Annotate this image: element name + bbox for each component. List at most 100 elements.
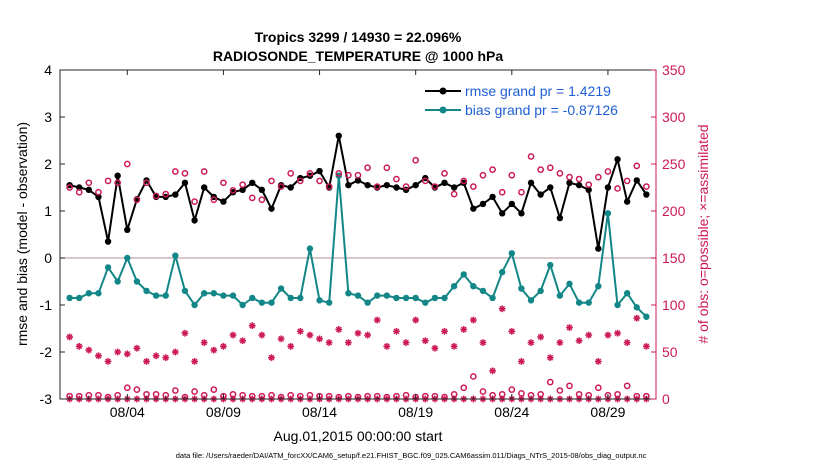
obs-assimilated-point <box>402 339 410 346</box>
y2-axis-label: # of obs: o=possible; ×=assimilated <box>695 124 711 343</box>
series-1-point <box>450 283 458 290</box>
asterisk-stroke <box>95 352 102 359</box>
series-0-point <box>575 181 583 189</box>
obs-assimilated-point <box>383 342 391 350</box>
obs-possible-point <box>412 156 420 164</box>
asterisk-stroke <box>278 335 285 342</box>
x-tick-label: 08/29 <box>590 404 625 420</box>
obs-assimilated-point <box>373 316 381 324</box>
obs-possible-point <box>393 175 400 183</box>
series-1-point <box>566 280 573 288</box>
series-1-point <box>575 299 583 306</box>
obs-assimilated-point <box>354 329 362 337</box>
obs-assimilated-point <box>518 358 525 365</box>
obs-assimilated-point <box>527 339 535 346</box>
series-1-point <box>585 299 592 306</box>
obs-possible-point <box>470 373 477 380</box>
obs-possible-point <box>104 177 112 185</box>
obs-possible-point <box>546 378 554 386</box>
y-tick-label: 0 <box>44 250 52 266</box>
y2-tick-label: 200 <box>662 203 686 219</box>
obs-possible-point <box>191 198 198 205</box>
y-tick-label: 4 <box>44 62 52 78</box>
series-1-point <box>239 301 246 309</box>
obs-assimilated-point <box>277 335 285 343</box>
obs-assimilated-point <box>104 358 112 365</box>
asterisk-stroke <box>201 339 208 346</box>
asterisk-stroke <box>355 330 361 337</box>
obs-possible-point <box>345 171 352 179</box>
obs-possible-point <box>325 183 333 190</box>
series-1-point <box>393 294 400 302</box>
series-1-point <box>614 301 621 309</box>
series-0-point <box>249 179 256 186</box>
obs-possible-point <box>460 384 468 392</box>
y-axis-label: rmse and bias (model - observation) <box>14 122 30 346</box>
asterisk-stroke <box>614 330 621 337</box>
obs-possible-point <box>335 170 343 177</box>
series-1-point <box>345 290 352 297</box>
asterisk-stroke <box>441 328 448 335</box>
series-1-point <box>152 292 160 299</box>
asterisk-stroke <box>383 343 390 350</box>
asterisk-stroke <box>76 343 83 350</box>
legend-rmse-marker <box>439 87 447 95</box>
series-1-point <box>479 287 487 295</box>
series-0-point <box>104 238 112 245</box>
asterisk-stroke <box>258 332 265 339</box>
obs-possible-point <box>268 177 275 185</box>
asterisk-stroke <box>547 354 554 361</box>
series-0-point <box>441 179 448 186</box>
obs-assimilated-point <box>412 316 420 324</box>
series-1-point <box>306 245 314 252</box>
obs-assimilated-point <box>248 322 256 330</box>
series-0-point <box>239 186 246 194</box>
y2-tick-label: 0 <box>662 391 670 407</box>
series-0-point <box>623 198 631 205</box>
obs-assimilated-point <box>566 324 573 331</box>
obs-assimilated-point <box>489 367 496 375</box>
series-1-point <box>441 294 448 302</box>
asterisk-stroke <box>460 326 467 333</box>
obs-assimilated-point <box>133 344 141 352</box>
asterisk-stroke <box>220 343 227 350</box>
legend-bias-label: bias grand pr = -0.87126 <box>465 102 618 118</box>
x-tick-label: 08/14 <box>302 404 337 420</box>
series-1-point <box>633 304 640 311</box>
asterisk-stroke <box>85 347 92 354</box>
asterisk-stroke <box>66 334 73 340</box>
series-1-point <box>143 287 150 295</box>
obs-assimilated-point <box>469 316 477 324</box>
series-0-point <box>412 181 419 189</box>
series-1-point <box>66 294 73 302</box>
obs-assimilated-point <box>210 346 218 354</box>
obs-assimilated-point <box>393 327 400 335</box>
obs-assimilated-point <box>296 327 304 335</box>
asterisk-stroke <box>480 339 486 346</box>
y-tick-label: 1 <box>44 203 52 219</box>
obs-possible-point <box>537 166 544 173</box>
series-0-point <box>76 184 83 191</box>
obs-possible-point <box>75 188 83 196</box>
obs-assimilated-point <box>152 352 160 360</box>
obs-possible-point <box>287 170 295 177</box>
series-1-point <box>383 292 391 299</box>
obs-possible-point <box>277 183 285 190</box>
obs-possible-point <box>239 181 246 189</box>
asterisk-stroke <box>326 339 333 346</box>
obs-assimilated-point <box>191 358 198 365</box>
obs-assimilated-point <box>85 346 93 354</box>
series-0-point <box>268 205 275 212</box>
obs-possible-point <box>133 386 141 393</box>
legend-bias-marker <box>439 106 447 114</box>
series-1-point <box>287 294 294 302</box>
obs-assimilated-point <box>364 331 372 339</box>
asterisk-stroke <box>576 337 583 344</box>
series-1-point <box>258 299 266 306</box>
asterisk-stroke <box>249 322 256 329</box>
obs-possible-point <box>508 386 516 393</box>
obs-assimilated-point <box>75 342 83 350</box>
obs-possible-point <box>152 192 160 200</box>
obs-assimilated-point <box>200 339 208 346</box>
